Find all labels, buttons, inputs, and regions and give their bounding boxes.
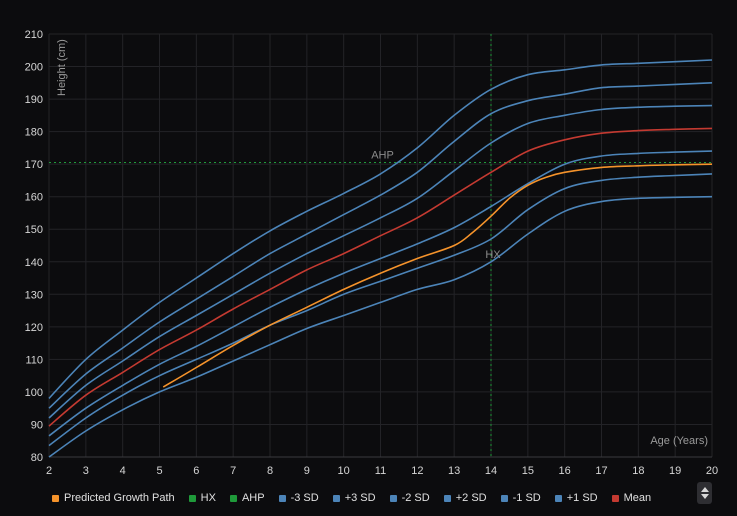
- series-line-predicted-growth-path: [162, 163, 713, 388]
- legend-item[interactable]: -3 SD: [278, 492, 319, 504]
- legend-item[interactable]: +1 SD: [554, 492, 598, 504]
- x-tick-label: 13: [448, 465, 460, 477]
- annotations: AHP HX: [371, 150, 501, 261]
- legend-swatch: [332, 494, 340, 502]
- legend-item[interactable]: +3 SD: [332, 492, 376, 504]
- legend-label: -2 SD: [401, 492, 430, 504]
- legend-item[interactable]: -2 SD: [389, 492, 430, 504]
- legend-label: HX: [200, 492, 216, 504]
- y-tick-label: 200: [25, 62, 43, 74]
- legend-swatch: [500, 494, 508, 502]
- reference-lines: [49, 34, 712, 457]
- legend-swatch: [188, 494, 196, 502]
- x-tick-label: 11: [375, 465, 386, 477]
- x-tick-label: 6: [193, 465, 199, 477]
- y-tick-label: 160: [25, 192, 43, 204]
- legend-item[interactable]: Predicted Growth Path: [52, 492, 175, 504]
- legend-swatch: [389, 494, 397, 502]
- x-tick-label: 2: [46, 465, 52, 477]
- y-axis-title: Height (cm): [56, 39, 68, 96]
- scroll-up-icon[interactable]: [700, 487, 709, 492]
- x-tick-label: 19: [669, 465, 681, 477]
- legend-swatch: [443, 494, 451, 502]
- series-line-3-sd: [48, 59, 713, 399]
- y-tick-label: 180: [25, 127, 43, 139]
- series-line-2-sd: [48, 173, 713, 447]
- x-tick-label: 18: [632, 465, 644, 477]
- x-axis-title: Age (Years): [650, 435, 708, 447]
- y-tick-label: 210: [25, 29, 43, 41]
- series-line-mean: [48, 127, 713, 427]
- y-tick-label: 170: [25, 159, 43, 171]
- series-line-1-sd: [48, 150, 713, 437]
- y-tick-label: 110: [25, 354, 43, 366]
- x-tick-label: 20: [706, 465, 718, 477]
- x-tick-label: 15: [522, 465, 534, 477]
- y-tick-label: 190: [25, 94, 43, 106]
- legend-item[interactable]: HX: [188, 492, 216, 504]
- x-tick-label: 16: [559, 465, 571, 477]
- legend-swatch: [554, 494, 562, 502]
- annotation-hx: HX: [485, 249, 501, 261]
- legend-item[interactable]: AHP: [229, 492, 265, 504]
- x-tick-label: 17: [595, 465, 607, 477]
- series-line-2-sd: [48, 82, 713, 409]
- legend-label: +1 SD: [566, 492, 598, 504]
- y-tick-label: 80: [31, 452, 43, 464]
- legend-item[interactable]: Mean: [611, 492, 652, 504]
- x-tick-label: 12: [411, 465, 423, 477]
- y-tick-label: 90: [31, 419, 43, 431]
- legend-item[interactable]: -1 SD: [500, 492, 541, 504]
- annotation-ahp: AHP: [371, 150, 394, 162]
- x-tick-label: 10: [338, 465, 350, 477]
- x-tick-label: 8: [267, 465, 273, 477]
- legend-swatch: [52, 494, 59, 502]
- legend-label: +2 SD: [455, 492, 487, 504]
- y-tick-label: 140: [25, 257, 43, 269]
- legend-swatch: [611, 494, 619, 502]
- legend-label: Mean: [623, 492, 652, 504]
- tick-labels: 8090100110120130140150160170180190200210…: [25, 29, 718, 477]
- legend-swatch: [278, 494, 286, 502]
- y-tick-label: 130: [25, 289, 43, 301]
- x-tick-label: 5: [156, 465, 162, 477]
- series-lines: [48, 59, 713, 458]
- legend-scroll-control[interactable]: [697, 482, 712, 504]
- scroll-down-icon[interactable]: [700, 494, 709, 499]
- y-tick-label: 150: [25, 224, 43, 236]
- legend-label: Predicted Growth Path: [64, 492, 175, 504]
- legend-label: -1 SD: [512, 492, 541, 504]
- legend-swatch: [229, 494, 237, 502]
- x-tick-label: 14: [485, 465, 497, 477]
- series-line-1-sd: [48, 104, 713, 419]
- series-line-3-sd: [48, 195, 713, 458]
- legend-item[interactable]: +2 SD: [443, 492, 487, 504]
- x-tick-label: 9: [304, 465, 310, 477]
- legend-label: -3 SD: [290, 492, 319, 504]
- legend-label: +3 SD: [344, 492, 376, 504]
- legend: Predicted Growth Path HX AHP -3 SD +3 SD -2 S…: [52, 490, 651, 506]
- y-tick-label: 100: [25, 387, 43, 399]
- legend-label: AHP: [241, 492, 265, 504]
- x-tick-label: 7: [230, 465, 236, 477]
- y-tick-label: 120: [25, 322, 43, 334]
- x-tick-label: 3: [83, 465, 89, 477]
- x-tick-label: 4: [120, 465, 126, 477]
- grid: [48, 33, 713, 458]
